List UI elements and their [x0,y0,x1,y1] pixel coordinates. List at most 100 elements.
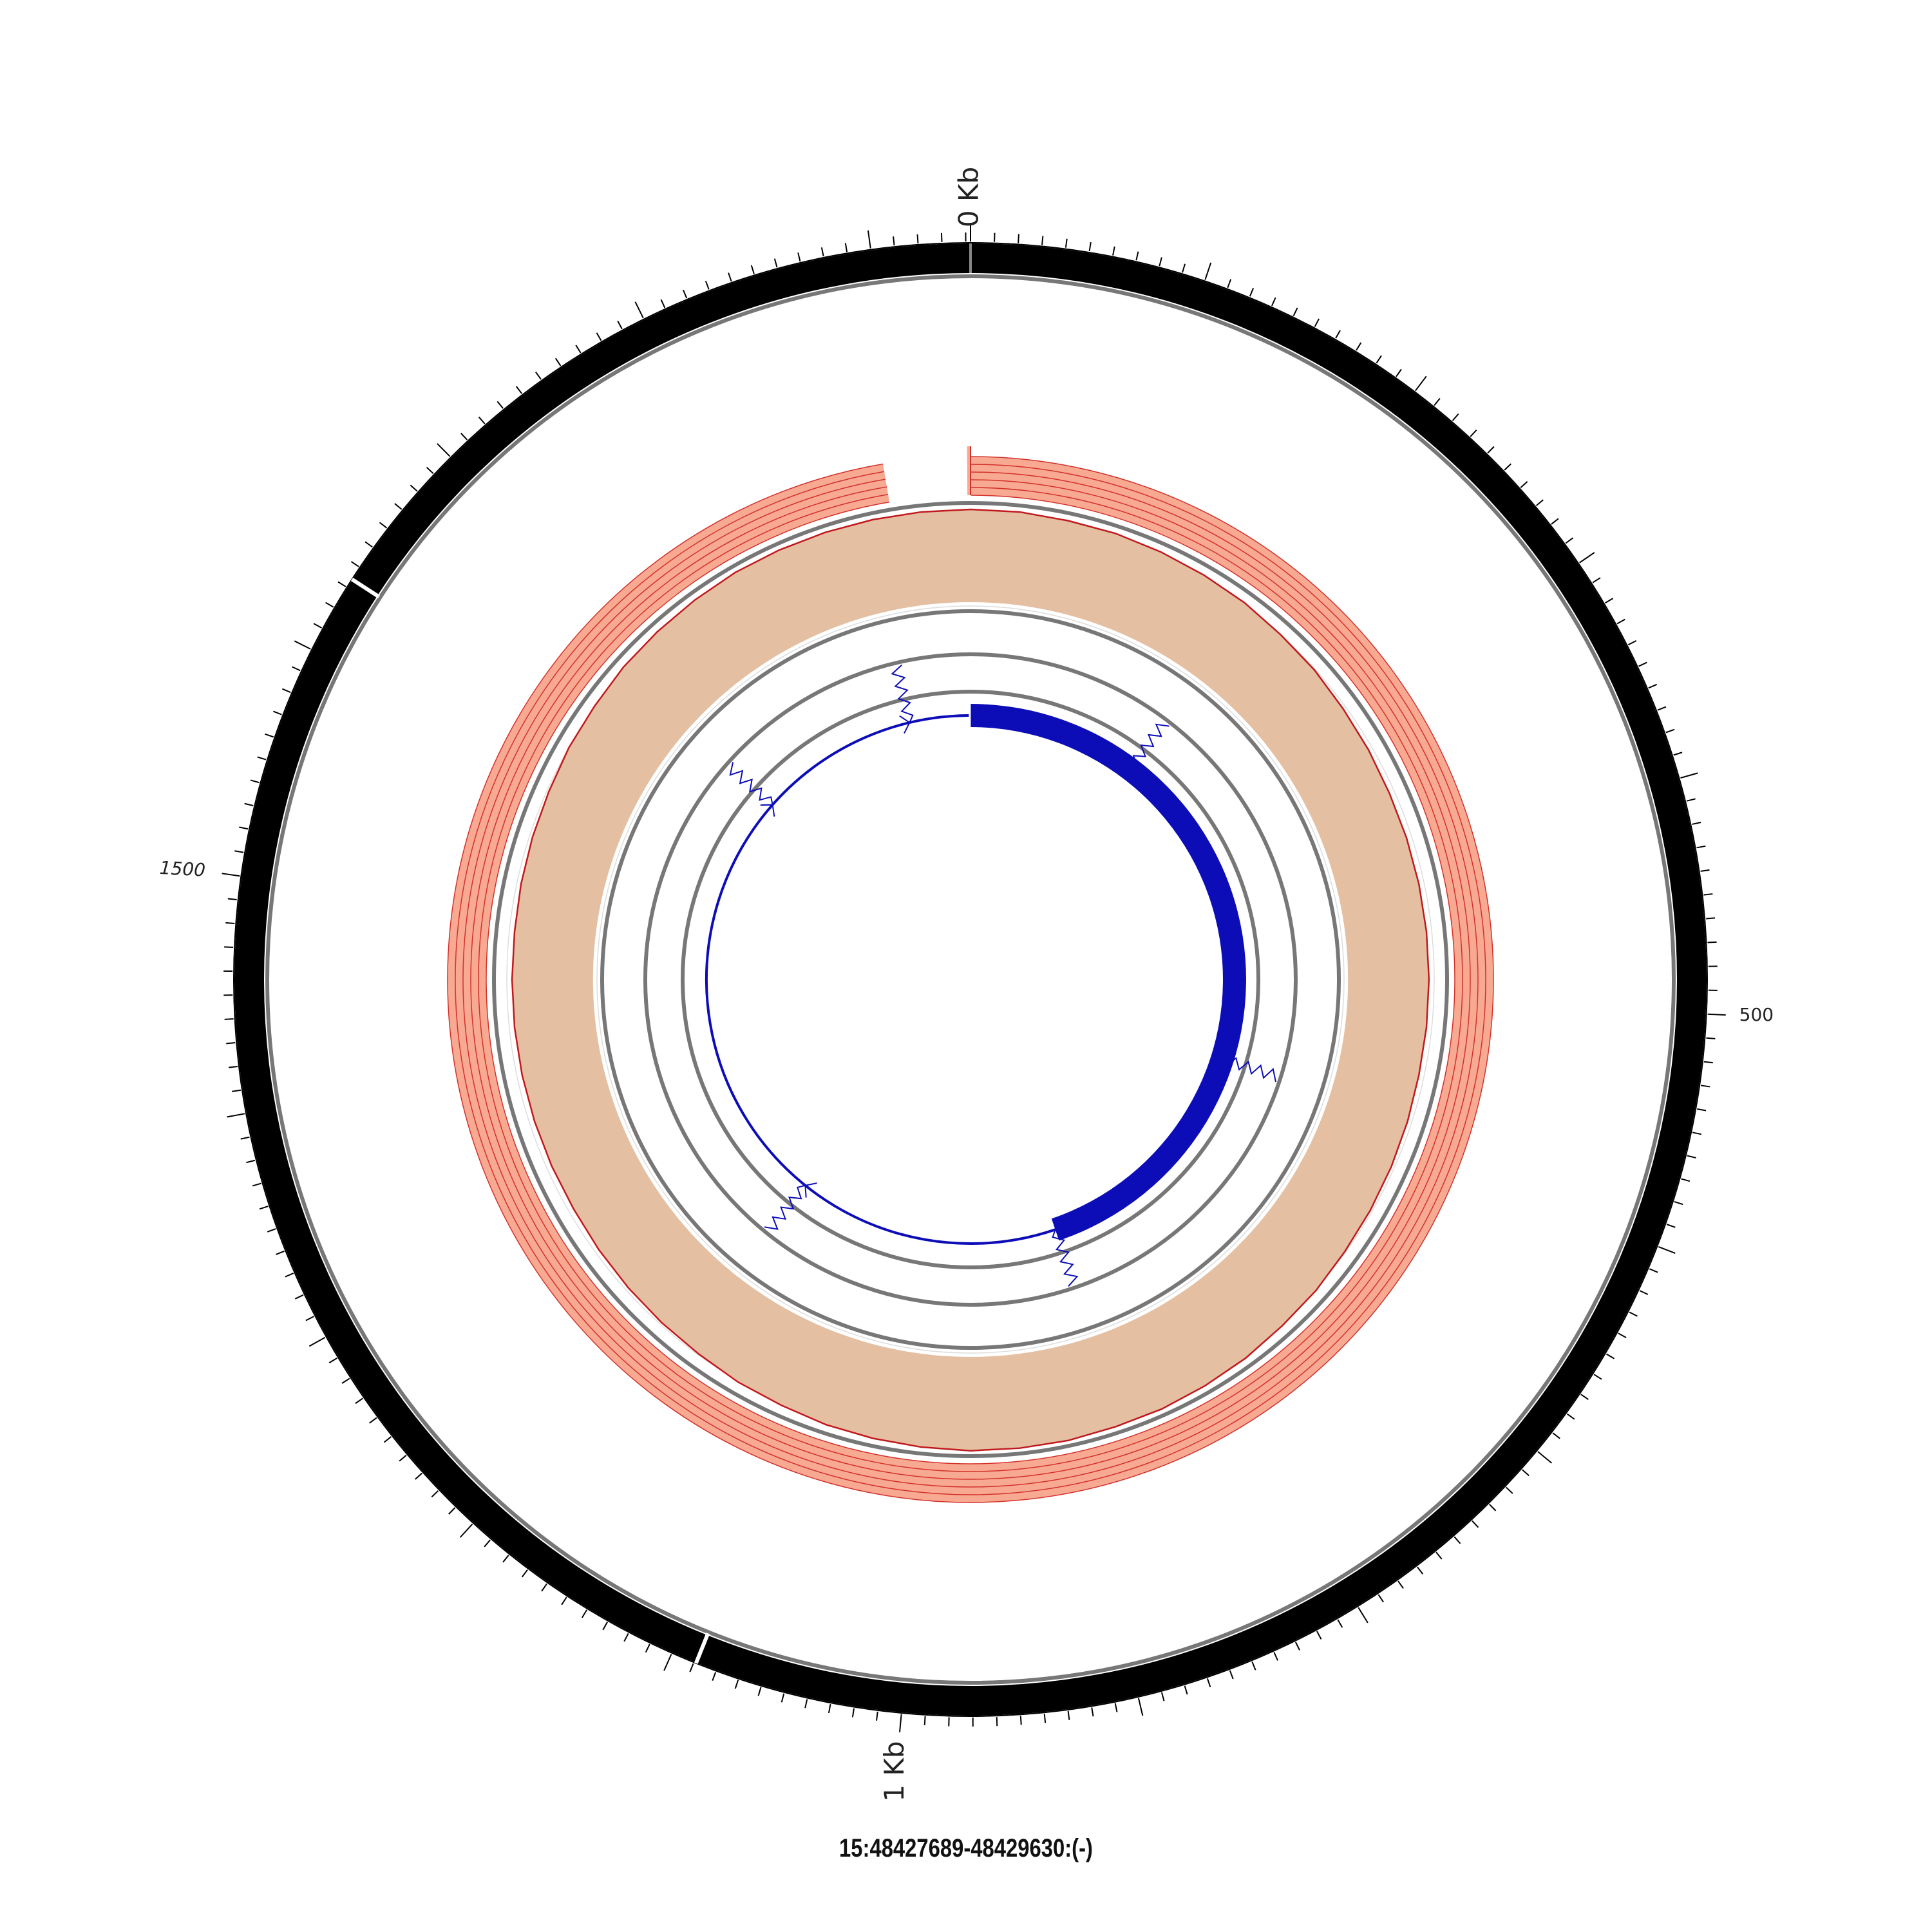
scale-tick [1293,307,1298,317]
ring-coverage-inner [600,609,1341,1350]
scale-tick [1378,1594,1384,1603]
scale-tick [1674,1200,1683,1206]
ideogram-inner-border [265,274,1676,1685]
scale-tick [1552,1432,1560,1439]
conservation-lane-line [455,464,1486,1495]
scale-tick [1160,1692,1165,1701]
conservation-lane-line [478,487,1463,1472]
scale-tick [1648,683,1658,689]
scale-tick [1522,1469,1530,1477]
scale-tick [379,522,388,529]
scale-tick [1452,413,1459,421]
scale-tick [231,1089,242,1092]
scale-tick [1703,1061,1713,1064]
scale-tick [1665,728,1675,734]
scale-tick [1707,1013,1726,1016]
scale-tick [535,372,542,380]
scale-tick [313,623,322,629]
scale-tick [1592,577,1601,583]
conservation-lane-line [486,495,1455,1464]
scale-tick [1314,318,1320,327]
scale-tick [1137,1698,1144,1716]
scale-tick [1537,1451,1553,1464]
scale-tick [797,252,801,262]
scale-tick [1649,1268,1658,1273]
scale-tick [1707,941,1717,943]
scale-tick [781,1693,785,1703]
scale-tick [272,710,282,715]
scale-tick [1091,1707,1094,1717]
scale-tick [1065,238,1068,248]
strand-arrow-4 [760,804,775,817]
scale-tick [1337,1619,1343,1628]
conservation-lane-line [470,479,1471,1480]
scale-tick [1487,446,1495,454]
scale-tick [294,1294,304,1300]
scale-tick [773,258,778,268]
scale-tick [244,802,254,807]
scale-tick [276,1250,285,1255]
scale-tick [757,1687,762,1696]
scale-tick [1681,1178,1690,1182]
scale-tick [1687,1155,1696,1159]
scale-tick [1249,287,1255,297]
scale-tick [383,1436,392,1443]
scale-tick [426,466,434,474]
scale-tick [328,1358,337,1363]
scale-tick [484,1539,491,1548]
conservation-band-main [448,457,1493,1502]
scale-tick [705,280,710,290]
scale-tick [337,581,346,587]
scale-tick [1088,242,1092,252]
scale-tick [645,1643,650,1653]
scale-tick [1316,1631,1322,1640]
scale-tick [1470,429,1477,437]
scale-tick [1686,798,1696,802]
scale-tick [582,1609,587,1618]
scale-tick [820,247,824,257]
scale-tick [623,1633,629,1642]
scale-tick [1206,1678,1211,1687]
scale-tick [250,779,260,784]
scale-tick [521,1569,528,1578]
scale-tick [1673,752,1683,756]
scale-tick [305,1316,314,1321]
scale-tick [227,898,237,901]
strand-arrow-5 [899,715,911,734]
region-caption: 15:48427689-48429630:(-) [839,1834,1093,1862]
scale-tick [1135,251,1139,261]
coverage-line [511,508,1430,1452]
scale-tick [1067,1710,1070,1720]
scale-tick [1358,1607,1368,1624]
tick-label-1500: 1500 [159,857,206,881]
scale-tick [460,433,468,440]
exon-junction-1 [1222,1057,1277,1083]
scale-tick [246,1159,256,1164]
scale-tick [828,1703,831,1714]
scale-tick [1251,1661,1256,1671]
scale-tick [1551,518,1559,525]
scale-tick [1397,1580,1404,1589]
strand-arrow-2 [1054,1218,1066,1236]
gene-track [705,664,1277,1287]
scale-tick [350,561,359,567]
scale-tick [1489,1504,1497,1511]
scale-tick [1700,1084,1710,1088]
scale-tick [541,1583,547,1592]
scale-tick [1415,375,1427,392]
scale-tick [1580,1394,1589,1400]
scale-tick [369,1417,377,1424]
scale-tick [1114,1703,1118,1712]
scale-tick [1505,1486,1513,1494]
scale-tick [478,416,486,424]
scale-tick [394,503,402,510]
conservation-lane-line [447,456,1494,1503]
scale-tick [1579,552,1595,564]
scale-tick [234,850,244,853]
scale-tick [1041,236,1044,245]
scale-tick [1273,1652,1278,1661]
scale-tick [1294,1642,1300,1651]
scale-tick [1666,1224,1676,1228]
strand-arrow-1 [1215,1048,1234,1060]
scale-tick [1454,1536,1461,1544]
